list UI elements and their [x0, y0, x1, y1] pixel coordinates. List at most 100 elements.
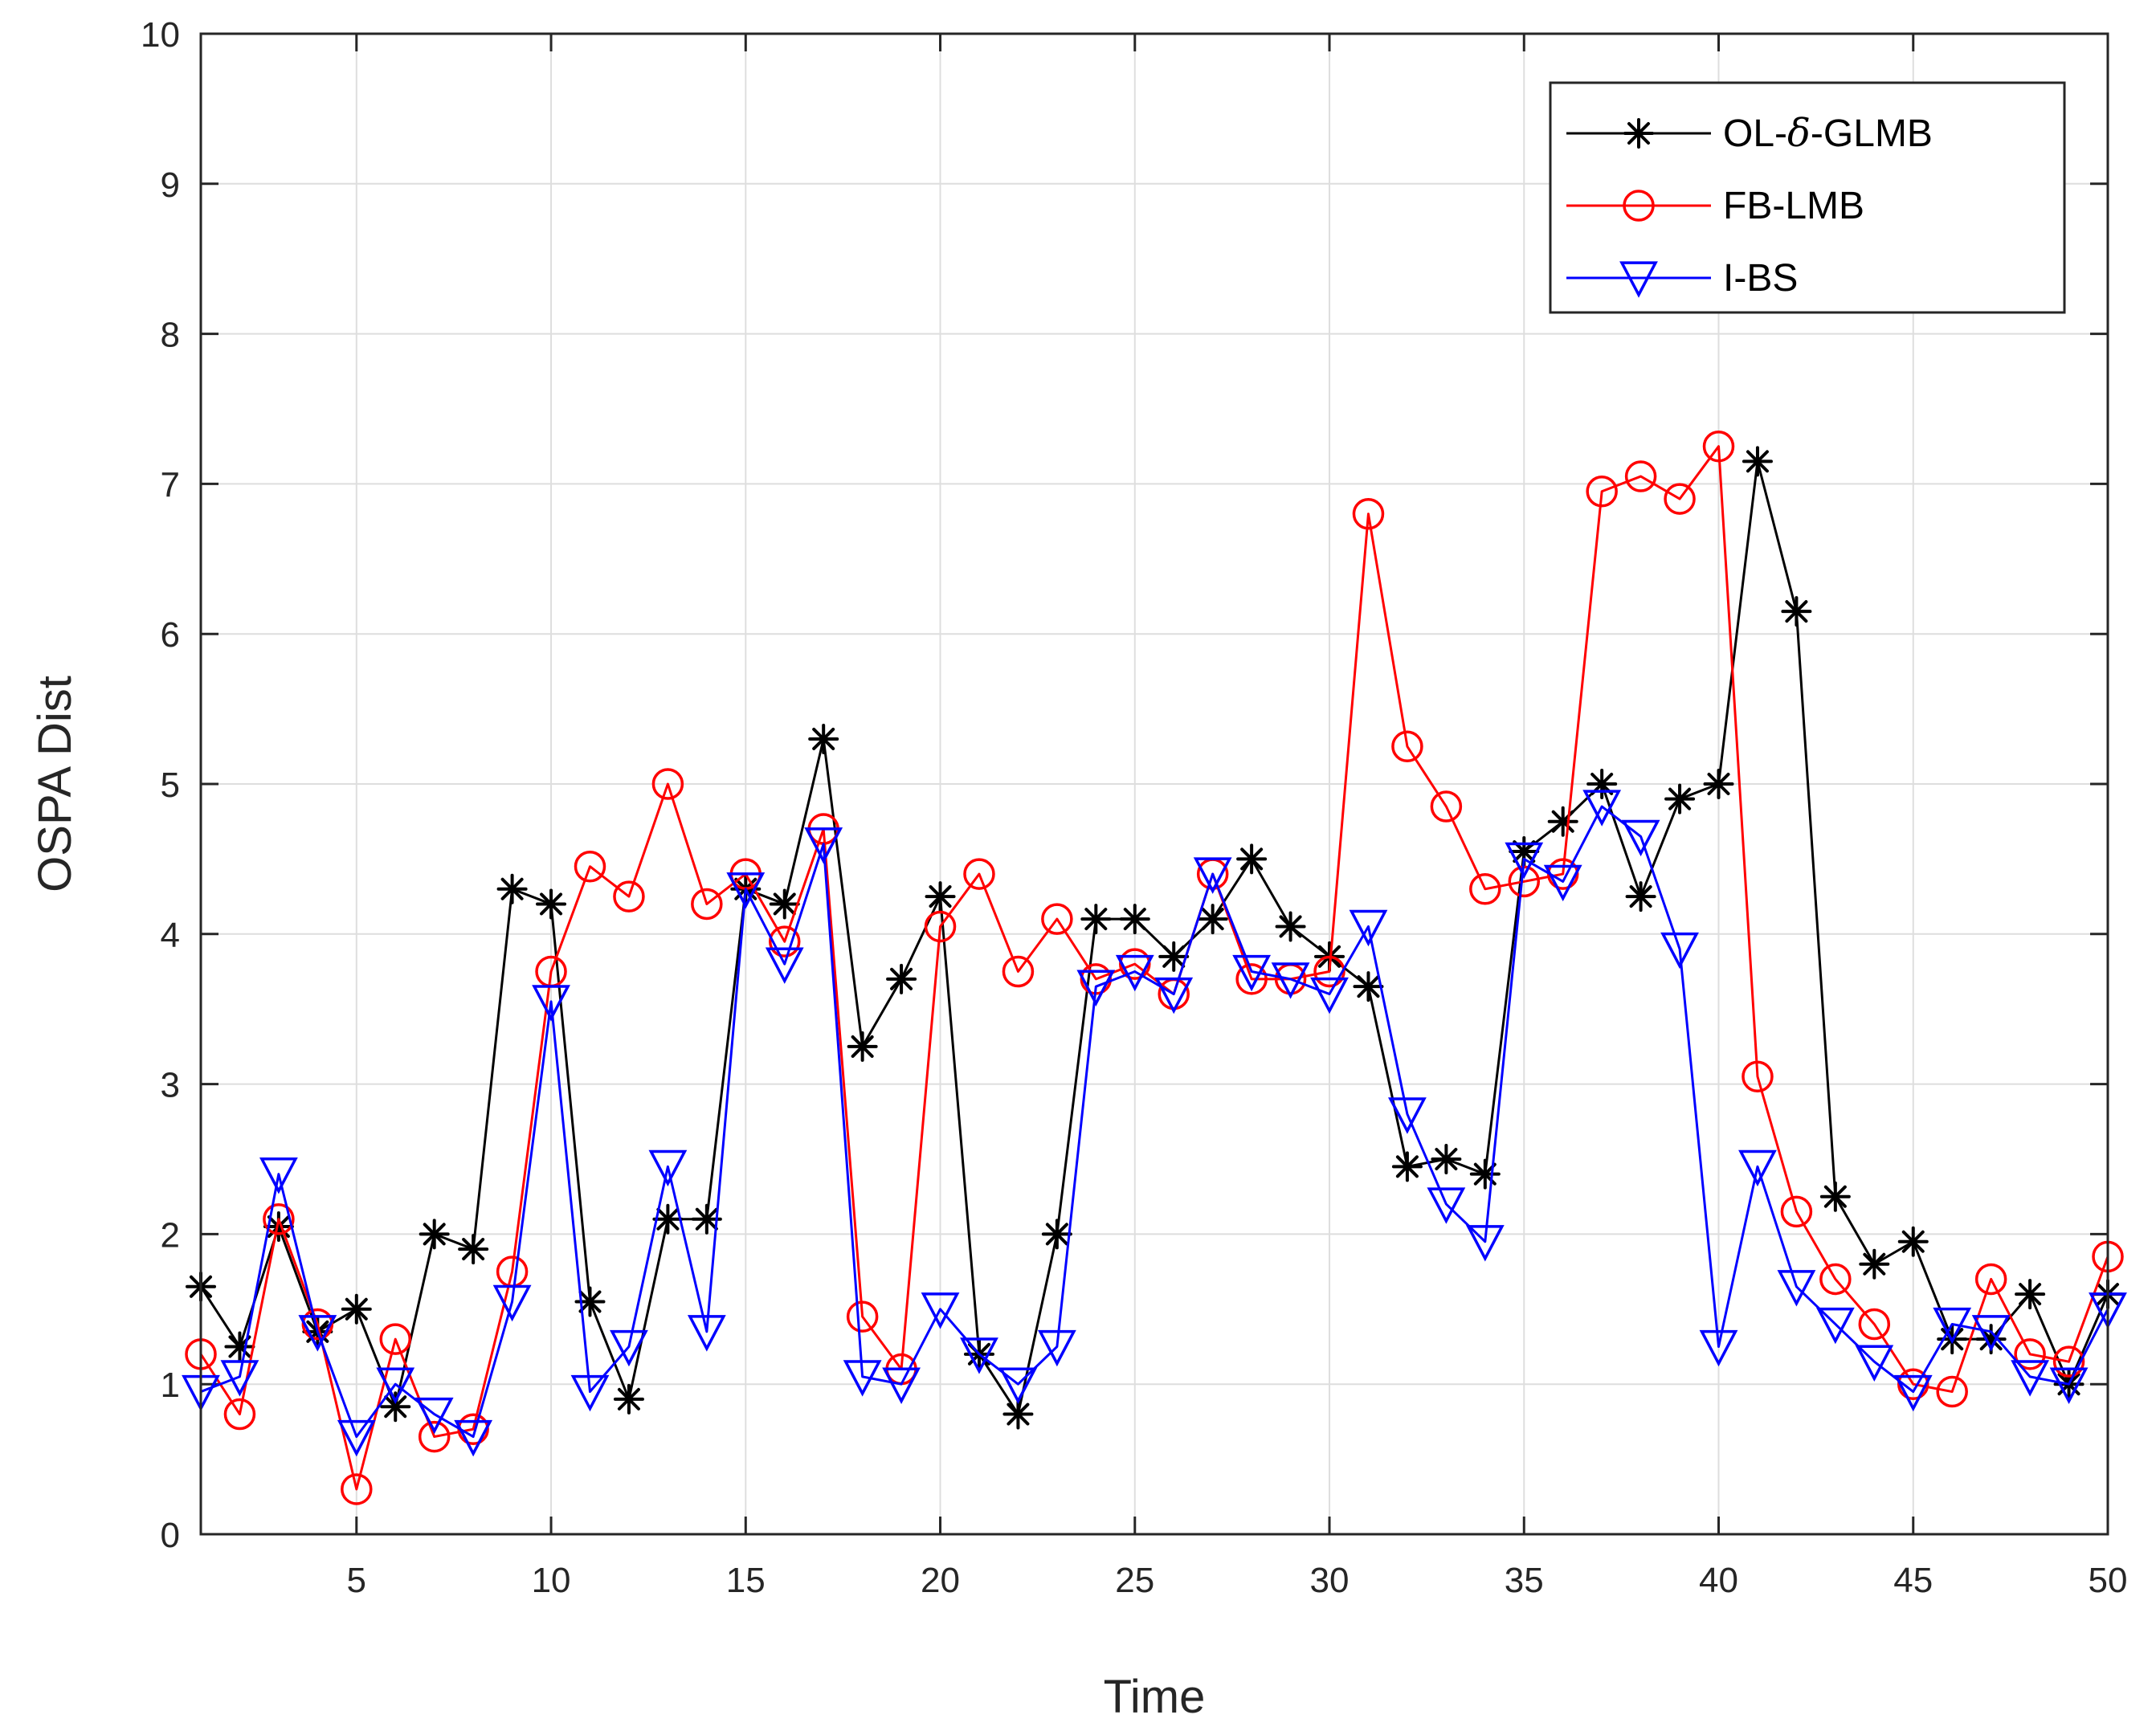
- data-point-fb-lmb: [1897, 1368, 1929, 1400]
- x-tick-label: 45: [1893, 1561, 1933, 1600]
- data-point-fb-lmb: [1624, 460, 1657, 492]
- data-point-ol-delta-glmb: [1547, 806, 1578, 837]
- data-point-i-bs: [1893, 1374, 1933, 1412]
- data-point-ol-delta-glmb: [1664, 783, 1696, 815]
- data-point-fb-lmb: [846, 1300, 879, 1333]
- legend-label-fb-lmb: FB-LMB: [1723, 185, 1864, 227]
- data-point-ol-delta-glmb: [1781, 596, 1812, 627]
- data-point-ol-delta-glmb: [1041, 1219, 1072, 1250]
- x-tick-label: 20: [921, 1561, 960, 1600]
- legend-marks: [1566, 118, 1711, 298]
- data-point-fb-lmb: [1664, 483, 1696, 515]
- series-line-i-bs: [200, 805, 2109, 1439]
- data-point-i-bs: [1193, 857, 1232, 894]
- data-point-i-bs: [337, 1419, 376, 1457]
- data-point-ol-delta-glmb: [1002, 1398, 1034, 1430]
- data-point-i-bs: [610, 1329, 648, 1367]
- data-point-ol-delta-glmb: [1586, 769, 1618, 799]
- data-point-i-bs: [1427, 1187, 1466, 1224]
- data-point-i-bs: [726, 872, 766, 909]
- y-tick-label: 2: [161, 1215, 180, 1255]
- data-point-fb-lmb: [1430, 790, 1463, 823]
- data-point-i-bs: [376, 1367, 415, 1404]
- data-point-fb-lmb: [963, 858, 995, 890]
- y-tick-label: 6: [161, 615, 180, 655]
- data-point-ol-delta-glmb: [1897, 1226, 1929, 1257]
- data-point-i-bs: [532, 985, 570, 1022]
- x-tick-label: 35: [1505, 1561, 1544, 1600]
- data-point-i-bs: [1699, 1329, 1738, 1367]
- data-point-i-bs: [1933, 1307, 1972, 1345]
- data-point-i-bs: [1271, 962, 1310, 999]
- data-point-i-bs: [1855, 1345, 1894, 1382]
- data-point-fb-lmb: [1235, 963, 1268, 995]
- data-point-fb-lmb: [1742, 1060, 1774, 1093]
- data-point-i-bs: [1738, 1149, 1777, 1187]
- data-point-fb-lmb: [924, 910, 957, 943]
- data-point-ol-delta-glmb: [1625, 881, 1656, 912]
- y-tick-label: 5: [161, 766, 180, 805]
- legend-label-ol-prefix: OL-: [1723, 112, 1787, 155]
- data-point-i-bs: [648, 1149, 688, 1187]
- y-tick-label: 8: [161, 316, 180, 355]
- data-point-ol-delta-glmb: [536, 888, 567, 920]
- y-tick-label: 0: [161, 1516, 180, 1555]
- data-point-ol-delta-glmb: [652, 1203, 684, 1235]
- legend: OL-δ-GLMB FB-LMB I-BS: [1549, 81, 2066, 314]
- series-layer: [182, 430, 2127, 1505]
- legend-label-delta-symbol: δ: [1787, 111, 1811, 156]
- data-point-i-bs: [960, 1337, 998, 1374]
- y-tick-label: 7: [161, 465, 180, 504]
- data-point-ol-delta-glmb: [341, 1293, 372, 1325]
- y-tick-label: 4: [161, 916, 180, 955]
- data-point-fb-lmb: [651, 768, 684, 800]
- data-point-ol-delta-glmb: [1119, 904, 1150, 935]
- data-point-i-bs: [570, 1374, 610, 1412]
- data-point-ol-delta-glmb: [808, 723, 839, 754]
- data-point-ol-delta-glmb: [458, 1234, 489, 1265]
- data-point-ol-delta-glmb: [2015, 1279, 2046, 1310]
- data-point-i-bs: [882, 1367, 921, 1404]
- legend-marker-i-bs: [1619, 261, 1658, 298]
- legend-marker-ol-delta-glmb: [1623, 118, 1654, 149]
- data-point-ol-delta-glmb: [1859, 1248, 1890, 1280]
- data-point-ol-delta-glmb: [691, 1203, 722, 1235]
- data-point-fb-lmb: [1974, 1263, 2007, 1296]
- data-point-i-bs: [765, 947, 804, 984]
- data-point-fb-lmb: [1936, 1375, 1968, 1408]
- data-point-i-bs: [1971, 1315, 2011, 1352]
- data-point-ol-delta-glmb: [224, 1331, 255, 1362]
- data-point-i-bs: [1076, 970, 1116, 1006]
- legend-box: [1549, 81, 2066, 314]
- data-point-ol-delta-glmb: [1819, 1181, 1851, 1212]
- data-point-ol-delta-glmb: [419, 1219, 450, 1250]
- data-point-i-bs: [1777, 1270, 1816, 1307]
- data-point-fb-lmb: [691, 888, 723, 921]
- data-point-i-bs: [1232, 954, 1272, 992]
- data-point-i-bs: [1037, 1329, 1076, 1367]
- data-point-fb-lmb: [1391, 730, 1423, 763]
- data-point-ol-delta-glmb: [1353, 971, 1384, 1002]
- series-i-bs: [182, 790, 2127, 1457]
- x-tick-label: 50: [2089, 1561, 2128, 1600]
- data-point-fb-lmb: [768, 925, 801, 957]
- legend-label-glmb-suffix: -GLMB: [1811, 112, 1933, 155]
- y-tick-label: 3: [161, 1066, 180, 1105]
- data-point-i-bs: [298, 1315, 337, 1352]
- series-line-fb-lmb: [199, 445, 2109, 1491]
- data-point-fb-lmb: [574, 850, 606, 883]
- y-axis-label: OSPA Dist: [29, 676, 81, 892]
- data-point-i-bs: [2011, 1360, 2050, 1397]
- data-point-ol-delta-glmb: [1742, 446, 1773, 477]
- data-point-ol-delta-glmb: [1080, 904, 1112, 935]
- data-point-fb-lmb: [223, 1398, 256, 1431]
- data-point-i-bs: [1505, 842, 1544, 880]
- data-point-ol-delta-glmb: [769, 888, 800, 920]
- data-point-ol-delta-glmb: [1391, 1151, 1423, 1182]
- data-point-fb-lmb: [1819, 1263, 1852, 1296]
- data-point-ol-delta-glmb: [1197, 904, 1228, 935]
- data-point-fb-lmb: [1119, 948, 1151, 980]
- data-point-i-bs: [492, 1284, 532, 1322]
- data-point-fb-lmb: [613, 880, 645, 912]
